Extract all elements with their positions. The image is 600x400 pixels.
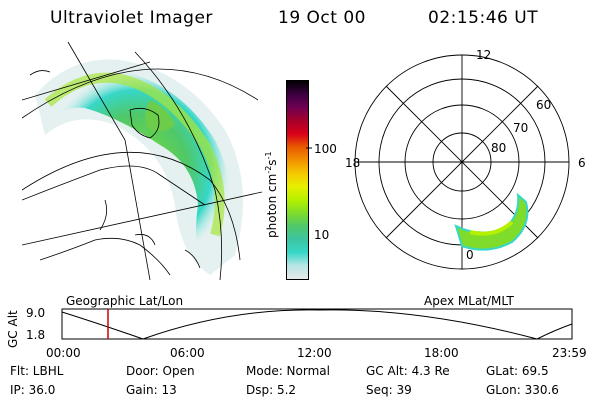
xtick-2359: 23:59: [552, 346, 587, 360]
info-glat: GLat: 69.5: [486, 364, 549, 378]
colorbar-tick-10: 10: [314, 228, 330, 242]
info-ip: IP: 36.0: [10, 383, 56, 397]
info-mode: Mode: Normal: [246, 364, 330, 378]
left-panel-caption: Geographic Lat/Lon: [66, 294, 184, 308]
colorbar-tick-marks: [306, 147, 312, 149]
polar-label-60: 60: [536, 98, 552, 112]
date-label: 19 Oct 00: [278, 8, 366, 28]
info-filter: Flt: LBHL: [10, 364, 64, 378]
polar-label-18: 18: [345, 156, 361, 170]
xtick-1200: 12:00: [297, 346, 332, 360]
polar-label-70: 70: [513, 121, 529, 135]
time-label: 02:15:46 UT: [428, 8, 539, 28]
info-seq: Seq: 39: [366, 383, 412, 397]
xtick-0600: 06:00: [170, 346, 205, 360]
info-door: Door: Open: [126, 364, 195, 378]
altitude-ymax: 9.0: [26, 306, 46, 320]
polar-label-12: 12: [476, 48, 492, 62]
altitude-ymin: 1.8: [26, 328, 46, 342]
polar-label-6: 6: [578, 156, 586, 170]
polar-panel-caption: Apex MLat/MLT: [424, 294, 514, 308]
instrument-title: Ultraviolet Imager: [50, 8, 213, 28]
colorbar-tick-100: 100: [314, 142, 337, 156]
polar-label-80: 80: [491, 141, 507, 155]
info-dsp: Dsp: 5.2: [246, 383, 297, 397]
colorbar: [286, 80, 309, 280]
polar-label-0: 0: [466, 248, 474, 262]
xtick-1800: 18:00: [424, 346, 459, 360]
info-gain: Gain: 13: [126, 383, 177, 397]
info-gc-alt: GC Alt: 4.3 Re: [366, 364, 450, 378]
info-glon: GLon: 330.6: [486, 383, 559, 397]
xtick-0000: 00:00: [46, 346, 81, 360]
